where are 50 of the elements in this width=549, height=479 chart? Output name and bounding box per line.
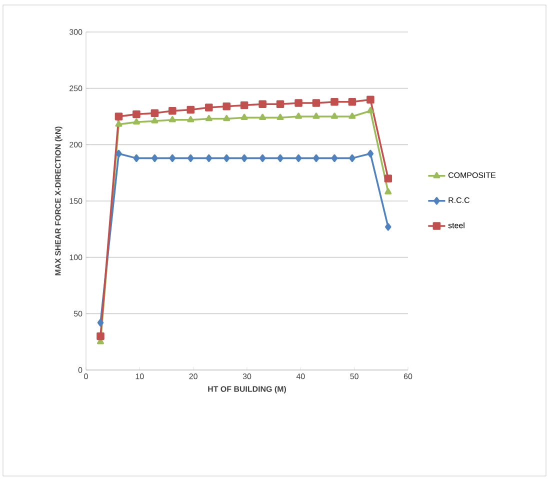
point (168, 116, 176, 122)
point (96, 332, 104, 340)
point (348, 112, 356, 119)
point (294, 99, 302, 107)
point (152, 154, 158, 162)
point (258, 100, 266, 108)
point (151, 117, 158, 124)
point (241, 154, 248, 162)
point (330, 112, 338, 119)
point (222, 102, 230, 110)
point (115, 120, 122, 127)
point (348, 98, 356, 106)
point (259, 154, 266, 162)
point (133, 154, 140, 162)
point (313, 154, 320, 162)
point (206, 154, 212, 162)
point (205, 114, 212, 122)
point (114, 112, 123, 120)
point (188, 154, 194, 162)
point (349, 154, 356, 162)
point (150, 109, 159, 118)
point (330, 98, 338, 106)
point (132, 118, 140, 125)
point (295, 154, 302, 162)
point (240, 114, 248, 120)
point (223, 154, 230, 162)
point (223, 114, 230, 122)
point (168, 106, 176, 115)
point (187, 116, 194, 122)
point (385, 223, 392, 231)
point (116, 150, 122, 158)
point (295, 112, 302, 119)
point (205, 104, 213, 112)
point (277, 154, 284, 162)
point (312, 112, 320, 119)
point (240, 101, 248, 110)
point (186, 106, 195, 114)
point (132, 110, 140, 118)
point (276, 100, 284, 108)
point (312, 99, 320, 107)
point (169, 154, 176, 162)
point (367, 150, 374, 158)
point (276, 114, 284, 120)
point (366, 106, 374, 114)
point (384, 188, 392, 194)
point (366, 96, 374, 104)
point (97, 318, 104, 327)
point (384, 174, 392, 182)
point (259, 114, 266, 120)
point (331, 154, 338, 162)
